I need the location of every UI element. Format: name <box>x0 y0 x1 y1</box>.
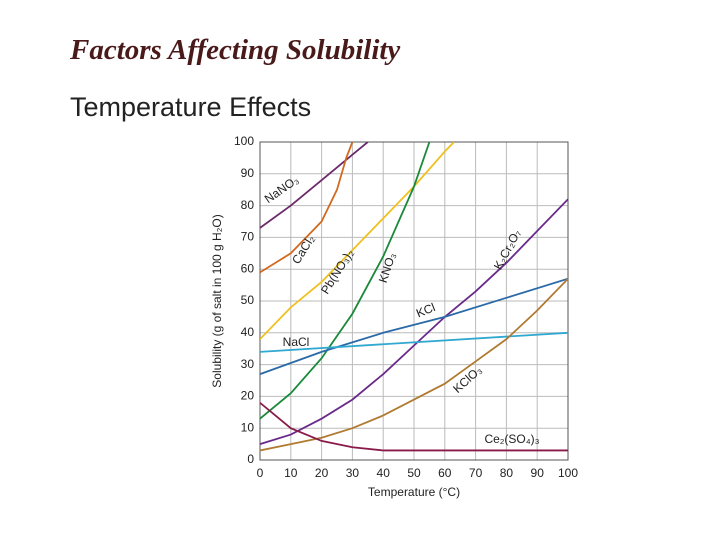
x-tick-label: 50 <box>407 466 421 480</box>
slide-title: Factors Affecting Solubility <box>70 34 401 66</box>
y-tick-label: 40 <box>241 325 255 339</box>
x-tick-label: 10 <box>284 466 298 480</box>
series-line <box>260 198 568 445</box>
series-label: NaCl <box>283 335 310 349</box>
series-line <box>260 142 455 340</box>
y-tick-label: 30 <box>241 357 255 371</box>
y-tick-label: 70 <box>241 230 255 244</box>
y-tick-label: 80 <box>241 198 255 212</box>
series-line <box>260 331 568 353</box>
y-tick-label: 90 <box>241 166 255 180</box>
plot-frame <box>259 141 569 461</box>
x-tick-label: 60 <box>438 466 452 480</box>
series-line <box>260 142 431 420</box>
series-line <box>260 278 568 452</box>
y-tick-label: 20 <box>241 389 255 403</box>
series-label: Pb(NO₃)₂ <box>318 246 357 296</box>
series-line <box>260 142 354 274</box>
x-axis-label: Temperature (°C) <box>368 485 460 499</box>
y-tick-label: 10 <box>241 420 255 434</box>
y-tick-label: 0 <box>247 452 254 466</box>
series-line <box>260 277 568 375</box>
x-tick-label: 20 <box>315 466 329 480</box>
x-tick-label: 90 <box>531 466 545 480</box>
series-line <box>260 142 369 229</box>
series-label: KCl <box>414 300 437 320</box>
x-tick-label: 70 <box>469 466 483 480</box>
x-tick-label: 30 <box>346 466 360 480</box>
series-label: Ce₂(SO₄)₃ <box>484 432 539 446</box>
y-tick-label: 100 <box>234 134 254 148</box>
series-line <box>260 402 568 452</box>
y-tick-label: 50 <box>241 293 255 307</box>
y-axis-label: Solubility (g of salt in 100 g H₂O) <box>210 214 224 387</box>
x-tick-label: 40 <box>377 466 391 480</box>
x-tick-label: 0 <box>257 466 264 480</box>
y-tick-label: 60 <box>241 261 255 275</box>
slide-subtitle: Temperature Effects <box>70 92 312 122</box>
series-label: KNO₃ <box>376 251 399 285</box>
x-tick-label: 100 <box>558 466 578 480</box>
x-tick-label: 80 <box>500 466 514 480</box>
